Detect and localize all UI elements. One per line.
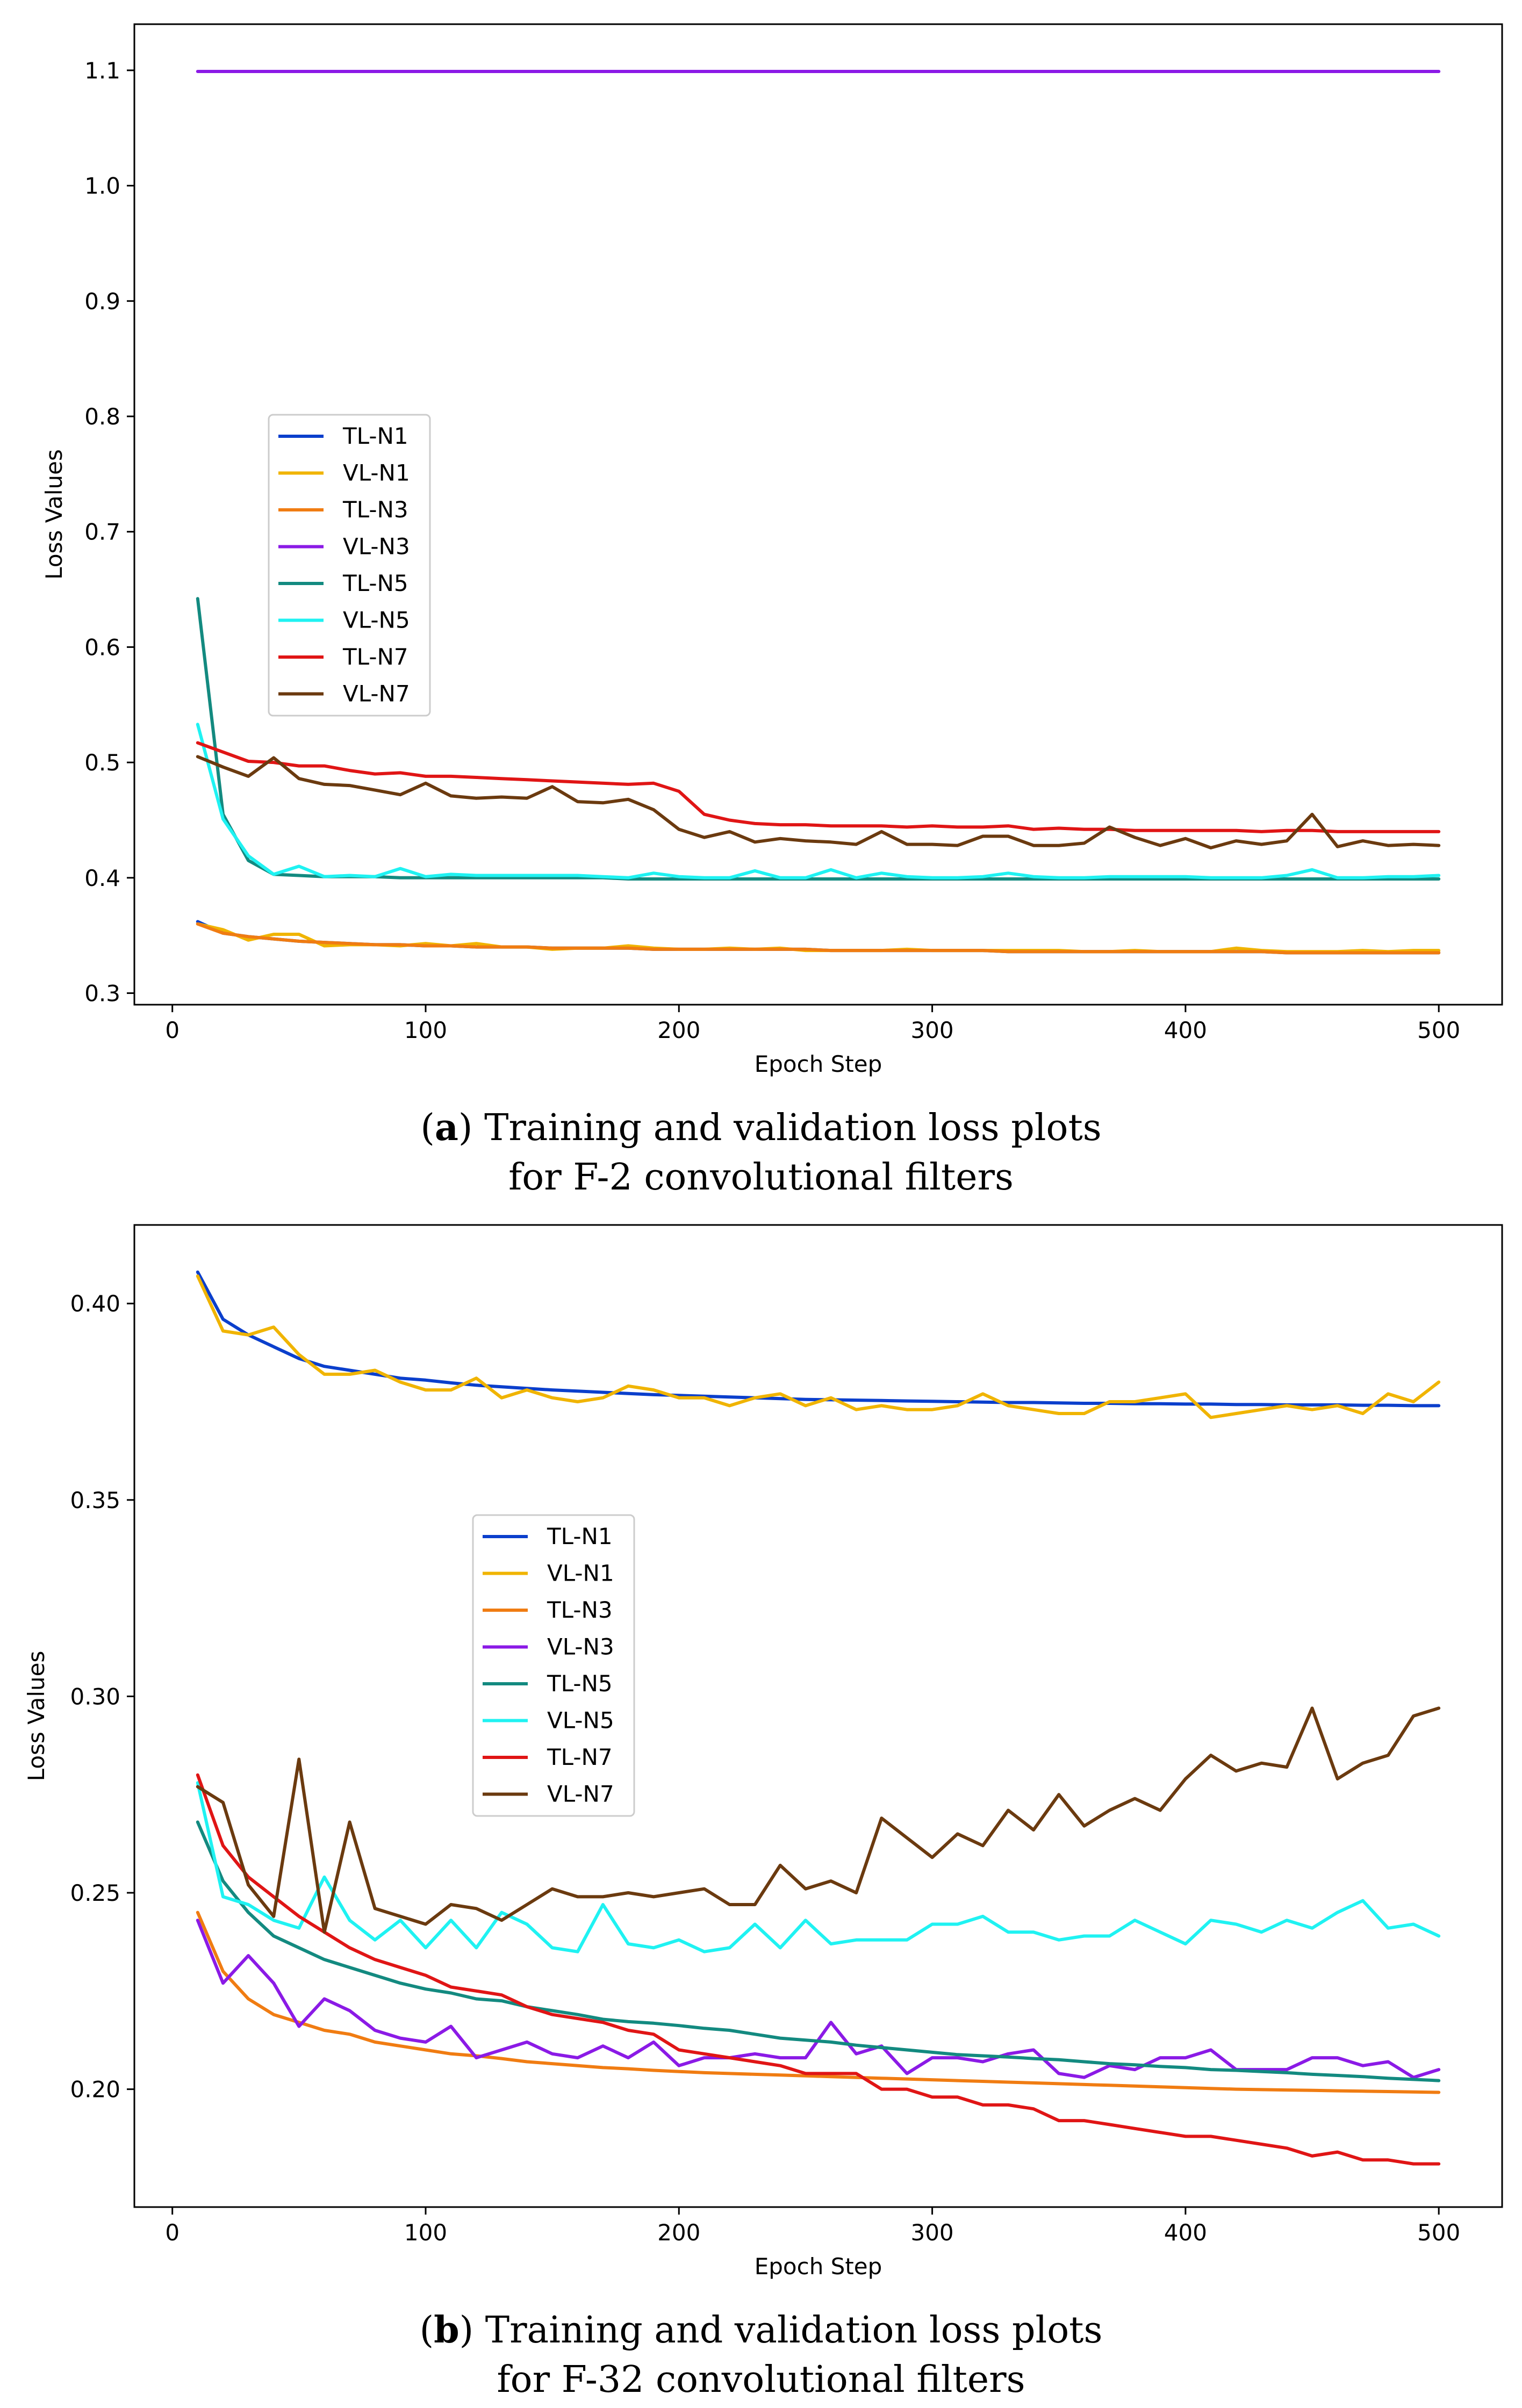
series-line-a-tl-n3 bbox=[196, 922, 1441, 955]
legend-label-a-vl-n1: VL-N1 bbox=[343, 460, 410, 486]
y-tick-label-a-5: 0.8 bbox=[84, 403, 120, 430]
y-tick-label-a-4: 0.7 bbox=[84, 519, 120, 545]
y-tick-label-b-3: 0.35 bbox=[70, 1487, 120, 1513]
legend-label-b-tl-n1: TL-N1 bbox=[547, 1523, 613, 1549]
legend-label-a-vl-n5: VL-N5 bbox=[343, 607, 410, 633]
x-axis-label-b: Epoch Step bbox=[755, 2253, 882, 2280]
legend-label-a-vl-n3: VL-N3 bbox=[343, 533, 410, 560]
panel-a: 0 100 200 300 400 500 0.3 0.4 0.5 0.6 0.7 0.8 0.9 1.0… bbox=[41, 23, 1503, 1077]
legend-label-b-vl-n3: VL-N3 bbox=[547, 1634, 614, 1660]
legend-label-b-vl-n5: VL-N5 bbox=[547, 1707, 614, 1734]
series-line-a-vl-n1 bbox=[196, 922, 1441, 954]
legend-b: TL-N1 VL-N1 TL-N3 VL-N3 TL-N5 VL-N5 TL-N7 VL-N7 bbox=[472, 1514, 635, 1817]
x-tick-label-a-100: 100 bbox=[404, 1017, 447, 1043]
legend-label-a-vl-n7: VL-N7 bbox=[343, 681, 410, 707]
legend-label-b-vl-n7: VL-N7 bbox=[547, 1781, 614, 1807]
series-line-b-tl-n1 bbox=[196, 1270, 1441, 1408]
y-axis-label-a: Loss Values bbox=[41, 449, 67, 580]
x-tick-label-b-0: 0 bbox=[165, 2219, 180, 2246]
y-tick-label-a-8: 1.1 bbox=[84, 57, 120, 84]
y-tick-label-b-1: 0.25 bbox=[70, 1880, 120, 1906]
y-tick-label-b-4: 0.40 bbox=[70, 1290, 120, 1317]
legend-label-a-tl-n1: TL-N1 bbox=[342, 423, 408, 449]
x-tick-label-b-500: 500 bbox=[1417, 2219, 1460, 2246]
x-tick-label-a-0: 0 bbox=[165, 1017, 180, 1043]
x-tick-label-b-400: 400 bbox=[1164, 2219, 1207, 2246]
legend-label-a-tl-n5: TL-N5 bbox=[342, 570, 408, 596]
series-line-b-vl-n1 bbox=[196, 1274, 1441, 1419]
series-line-b-tl-n3 bbox=[196, 1910, 1441, 2094]
x-tick-label-b-100: 100 bbox=[404, 2219, 447, 2246]
legend-a: TL-N1 VL-N1 TL-N3 VL-N3 TL-N5 VL-N5 TL-N7 VL-N7 bbox=[268, 414, 431, 717]
plot-frame-a bbox=[133, 23, 1503, 1006]
y-tick-label-a-3: 0.6 bbox=[84, 634, 120, 660]
caption-b-line2: for F-32 convolutional filters bbox=[497, 2359, 1025, 2401]
legend-label-b-tl-n7: TL-N7 bbox=[547, 1744, 613, 1770]
series-line-b-vl-n5 bbox=[196, 1781, 1441, 1953]
series-line-a-vl-n7 bbox=[196, 755, 1441, 849]
y-tick-label-b-0: 0.20 bbox=[70, 2077, 120, 2103]
y-tick-label-a-1: 0.4 bbox=[84, 865, 120, 891]
legend-frame-a bbox=[268, 414, 431, 717]
panel-b: 0 100 200 300 400 500 0.20 0.25 0.30 0.35 0.40 Epoc… bbox=[23, 1224, 1503, 2280]
x-tick-label-a-300: 300 bbox=[910, 1017, 953, 1043]
legend-label-b-tl-n5: TL-N5 bbox=[547, 1670, 613, 1697]
y-tick-label-a-2: 0.5 bbox=[84, 749, 120, 776]
y-tick-label-a-7: 1.0 bbox=[84, 173, 120, 199]
legend-label-a-tl-n3: TL-N3 bbox=[342, 496, 408, 523]
plot-frame-b bbox=[133, 1224, 1503, 2208]
caption-b-line1: (b) Training and validation loss plots bbox=[420, 2309, 1103, 2352]
x-tick-label-a-500: 500 bbox=[1417, 1017, 1460, 1043]
y-tick-label-a-0: 0.3 bbox=[84, 980, 120, 1007]
series-line-a-vl-n5 bbox=[196, 723, 1441, 879]
legend-label-b-vl-n1: VL-N1 bbox=[547, 1560, 614, 1587]
legend-frame-b bbox=[472, 1514, 635, 1817]
y-axis-label-b: Loss Values bbox=[23, 1651, 49, 1782]
series-line-a-tl-n7 bbox=[196, 741, 1441, 833]
caption-a-line2: for F-2 convolutional filters bbox=[508, 1156, 1014, 1199]
series-line-b-vl-n3 bbox=[196, 1919, 1441, 2079]
x-tick-label-b-200: 200 bbox=[657, 2219, 700, 2246]
y-tick-label-b-2: 0.30 bbox=[70, 1683, 120, 1710]
x-tick-label-b-300: 300 bbox=[910, 2219, 953, 2246]
y-tick-label-a-6: 0.9 bbox=[84, 288, 120, 314]
x-tick-label-a-400: 400 bbox=[1164, 1017, 1207, 1043]
x-tick-label-a-200: 200 bbox=[657, 1017, 700, 1043]
series-line-b-tl-n5 bbox=[196, 1820, 1441, 2082]
series-line-b-vl-n7 bbox=[196, 1706, 1441, 1934]
caption-a-line1: (a) Training and validation loss plots bbox=[420, 1106, 1101, 1149]
legend-label-a-tl-n7: TL-N7 bbox=[342, 644, 408, 670]
legend-label-b-tl-n3: TL-N3 bbox=[547, 1597, 613, 1623]
series-line-b-tl-n7 bbox=[196, 1773, 1441, 2166]
x-axis-label-a: Epoch Step bbox=[755, 1051, 882, 1077]
